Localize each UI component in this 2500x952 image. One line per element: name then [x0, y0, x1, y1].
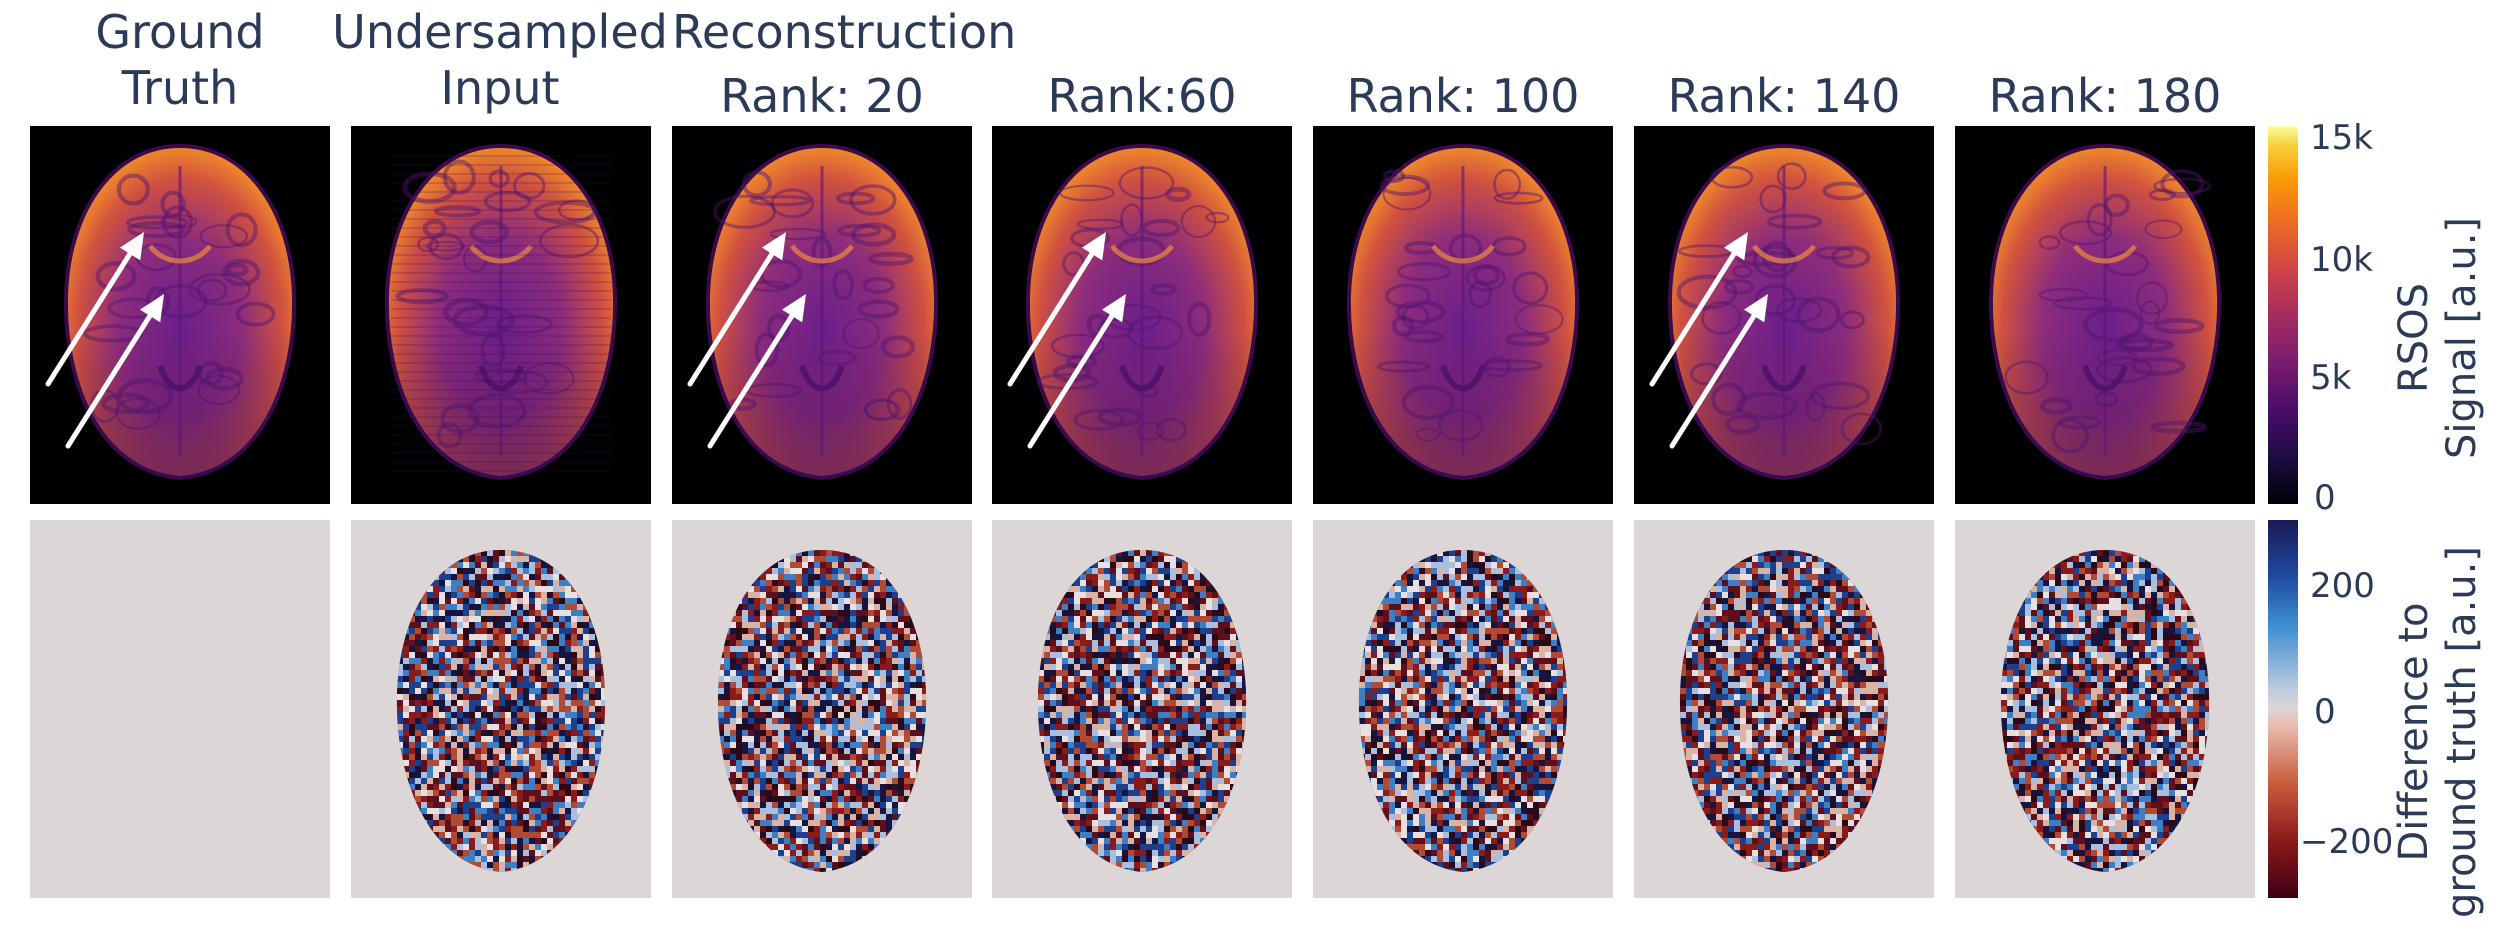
diff-tick-minus-200: −200: [2300, 822, 2393, 862]
signal-colorbar-label: RSOS Signal [a.u.]: [2390, 168, 2486, 508]
diff-panel-rank-180: [1955, 520, 2255, 898]
header-rank-140: Rank: 140: [1634, 68, 1934, 124]
signal-panel-ground-truth: [30, 126, 330, 504]
header-rank-60: Rank:60: [992, 68, 1292, 124]
diff-panel-rank-20: [672, 520, 972, 898]
signal-colorbar: [2268, 126, 2298, 504]
header-rank-20: Rank: 20: [672, 68, 972, 124]
signal-panel-rank-140: [1634, 126, 1934, 504]
diff-panel-undersampled: [351, 520, 651, 898]
diff-tick-200: 200: [2310, 566, 2375, 606]
signal-panel-rank-100: [1313, 126, 1613, 504]
header-ground-truth: Ground Truth: [30, 4, 330, 116]
diff-panel-rank-100: [1313, 520, 1613, 898]
signal-tick-5k: 5k: [2310, 358, 2351, 398]
difference-map: [672, 520, 972, 898]
signal-tick-0: 0: [2314, 478, 2336, 518]
signal-panel-rank-60: [992, 126, 1292, 504]
difference-map: [1634, 520, 1934, 898]
signal-panel-undersampled: [351, 126, 651, 504]
signal-tick-15k: 15k: [2310, 118, 2373, 158]
difference-map: [1955, 520, 2255, 898]
diff-colorbar: [2268, 520, 2298, 898]
header-rank-180: Rank: 180: [1955, 68, 2255, 124]
diff-panel-ground-truth: [30, 520, 330, 898]
diff-panel-rank-60: [992, 520, 1292, 898]
diff-tick-0: 0: [2314, 692, 2336, 732]
difference-map: [992, 520, 1292, 898]
signal-panel-rank-180: [1955, 126, 2255, 504]
header-reconstruction: Reconstruction: [672, 4, 1072, 60]
header-rank-100: Rank: 100: [1313, 68, 1613, 124]
signal-panel-rank-20: [672, 126, 972, 504]
diff-panel-rank-140: [1634, 520, 1934, 898]
header-undersampled-input: Undersampled Input: [330, 4, 670, 116]
signal-tick-10k: 10k: [2310, 240, 2373, 280]
difference-map: [1313, 520, 1613, 898]
diff-colorbar-label: Difference to ground truth [a.u.]: [2390, 512, 2486, 952]
difference-map: [351, 520, 651, 898]
